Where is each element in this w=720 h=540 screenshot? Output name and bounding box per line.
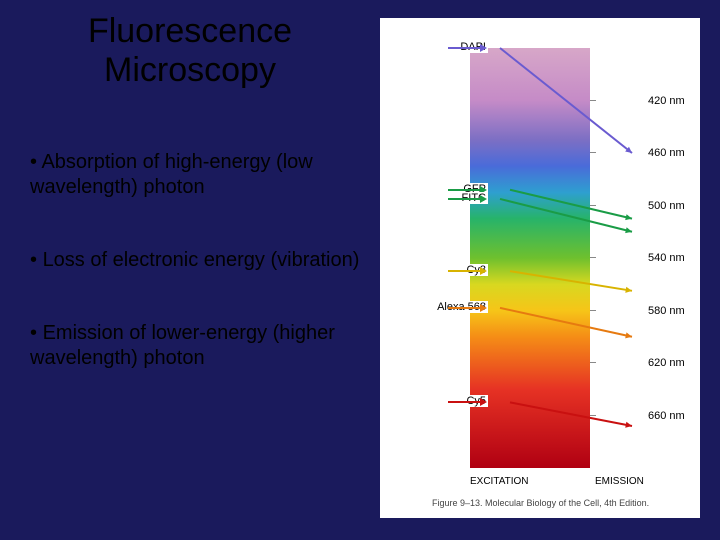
wavelength-label: 540 nm xyxy=(648,252,685,264)
wavelength-label: 580 nm xyxy=(648,305,685,317)
wavelength-label: 660 nm xyxy=(648,410,685,422)
title-line-2: Microscopy xyxy=(104,51,276,89)
emission-axis-label: EMISSION xyxy=(595,476,644,487)
title-line-1: Fluorescence xyxy=(88,12,292,50)
bullet-item: Absorption of high-energy (low wavelengt… xyxy=(30,150,360,200)
bullet-item: Loss of electronic energy (vibration) xyxy=(30,248,360,273)
spectrum-gradient xyxy=(470,48,590,468)
slide-title: Fluorescence Microscopy xyxy=(50,12,330,90)
excitation-axis-label: EXCITATION xyxy=(470,476,529,487)
wavelength-label: 500 nm xyxy=(648,200,685,212)
bullet-item: Emission of lower-energy (higher wavelen… xyxy=(30,321,360,371)
bullet-list: Absorption of high-energy (low wavelengt… xyxy=(30,150,360,419)
wavelength-label: 620 nm xyxy=(648,357,685,369)
wavelength-label: 460 nm xyxy=(648,147,685,159)
figure-caption: Figure 9–13. Molecular Biology of the Ce… xyxy=(432,498,649,508)
wavelength-label: 420 nm xyxy=(648,95,685,107)
spectrum-figure: 420 nm 460 nm 500 nm 540 nm 580 nm 620 nm 660 … xyxy=(380,18,700,518)
